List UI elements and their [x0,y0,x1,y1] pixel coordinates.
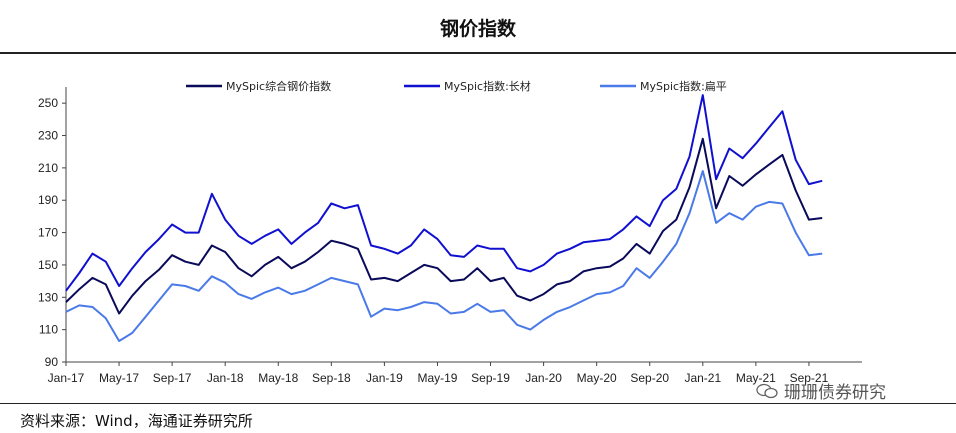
legend-label-2: MySpic指数:长材 [444,79,531,93]
x-tick-label: Sep-20 [630,371,669,385]
watermark: 珊珊债券研究 [756,378,886,403]
y-tick-label: 170 [38,226,58,240]
legend-label-1: MySpic综合钢价指数 [226,79,331,93]
footer-divider [0,403,956,404]
y-tick-label: 130 [38,290,58,304]
y-tick-label: 230 [38,129,58,143]
x-tick-label: Sep-17 [153,371,192,385]
y-tick-label: 110 [39,323,58,337]
title-divider [0,52,956,54]
series-line-3 [65,170,823,342]
x-tick-label: Jan-19 [366,371,403,385]
x-tick-label: May-21 [736,371,776,385]
watermark-text: 珊珊债券研究 [784,383,886,403]
series-line-1 [65,137,823,315]
x-tick-label: Jan-21 [684,371,721,385]
series-line-2 [65,94,823,292]
x-tick-label: Jan-17 [48,371,85,385]
x-tick-label: May-18 [258,371,298,385]
y-tick-label: 210 [38,161,58,175]
chart-axes: 90 110 130 150 170 190 210 230 250 Jan-17 May-17 Se… [38,87,862,385]
x-tick-label: Sep-19 [471,371,510,385]
x-tick-label: Sep-18 [312,371,351,385]
x-tick-label: May-17 [99,371,139,385]
y-tick-label: 190 [38,193,58,207]
y-tick-label: 150 [38,258,58,272]
x-tick-label: Jan-18 [207,371,244,385]
y-tick-label: 90 [45,355,59,369]
chart-legend: MySpic综合钢价指数 MySpic指数:长材 MySpic指数:扁平 [186,79,727,93]
chart-series [65,94,823,342]
x-tick-label: May-20 [577,371,617,385]
page-title: 钢价指数 [439,18,516,40]
x-tick-label: Jan-20 [525,371,562,385]
wechat-icon [756,383,778,398]
y-tick-label: 250 [38,96,58,110]
legend-label-3: MySpic指数:扁平 [640,79,727,93]
source-note: 资料来源：Wind，海通证券研究所 [20,412,253,430]
x-tick-label: Sep-21 [790,371,829,385]
x-tick-label: May-19 [417,371,457,385]
